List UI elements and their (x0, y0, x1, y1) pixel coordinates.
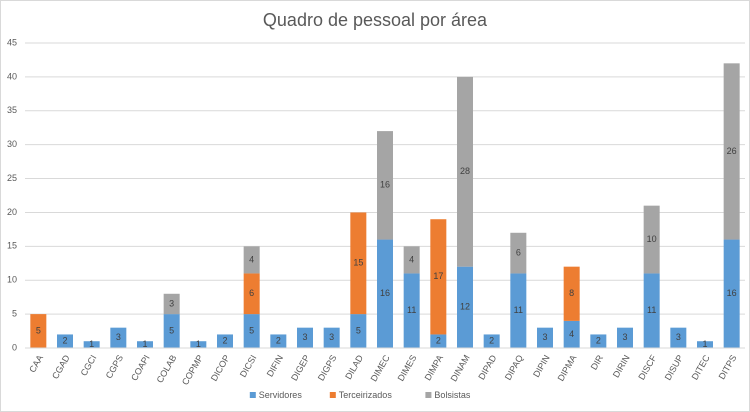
data-label: 3 (302, 332, 307, 342)
bar-segment (670, 327, 687, 348)
bar-segment (537, 327, 553, 348)
legend-swatch (329, 392, 336, 398)
bar-segment (643, 205, 660, 274)
data-label: 16 (380, 288, 390, 298)
bar-segment (110, 327, 127, 348)
bar-segment (643, 273, 660, 348)
data-label: 6 (516, 247, 521, 257)
bar-segment (430, 219, 447, 335)
bar-segment (57, 334, 73, 348)
data-label: 3 (116, 332, 121, 342)
bar-segment (377, 239, 393, 348)
data-label: 15 (353, 258, 363, 268)
data-label: 17 (433, 271, 443, 281)
y-tick-label: 5 (12, 308, 17, 318)
data-label: 5 (169, 325, 174, 335)
data-label: 3 (169, 298, 174, 308)
bar-segment (510, 232, 527, 274)
bar-segment (83, 341, 100, 348)
data-label: 1 (142, 339, 147, 349)
data-label: 12 (460, 302, 470, 312)
y-tick-label: 35 (7, 105, 17, 115)
data-label: 11 (407, 305, 416, 315)
data-label: 4 (249, 254, 254, 264)
data-label: 16 (727, 288, 737, 298)
bar-segment (323, 327, 340, 348)
data-label: 4 (569, 329, 574, 339)
bar-segment (430, 334, 447, 348)
y-tick-label: 20 (7, 207, 17, 217)
bar-segment (617, 327, 633, 348)
y-tick-label: 0 (12, 342, 17, 352)
y-tick-label: 40 (7, 71, 17, 81)
bar-segment (350, 212, 367, 315)
data-label: 10 (647, 234, 657, 244)
data-label: 6 (249, 288, 254, 298)
data-label: 2 (222, 336, 227, 346)
bar-segment (457, 266, 473, 348)
data-label: 2 (436, 336, 441, 346)
y-tick-label: 15 (7, 241, 17, 251)
legend-label: Bolsistas (434, 390, 471, 400)
legend-label: Terceirizados (339, 390, 393, 400)
data-label: 11 (514, 305, 523, 315)
data-label: 1 (89, 339, 94, 349)
legend-label: Servidores (259, 390, 303, 400)
bar-segment (590, 334, 607, 348)
bar-segment (723, 239, 740, 348)
bar-segment (270, 334, 287, 348)
data-label: 8 (569, 288, 574, 298)
chart-title: Quadro de pessoal por área (263, 10, 488, 30)
bar-segment (723, 63, 740, 240)
bar-segment (190, 341, 207, 348)
bar-segment (403, 273, 420, 348)
data-label: 5 (36, 325, 41, 335)
bar-segment (163, 314, 180, 348)
bar-segment (563, 320, 580, 348)
y-tick-label: 45 (7, 37, 17, 47)
data-label: 1 (702, 339, 707, 349)
y-tick-label: 30 (7, 139, 17, 149)
bar-segment (217, 334, 233, 348)
data-label: 2 (489, 336, 494, 346)
bar-segment (697, 341, 713, 348)
data-label: 26 (727, 146, 737, 156)
bar-segment (163, 293, 180, 315)
data-label: 16 (380, 180, 390, 190)
data-label: 2 (276, 336, 281, 346)
bar-segment (377, 131, 393, 240)
data-label: 5 (249, 325, 254, 335)
y-tick-label: 10 (7, 275, 17, 285)
bar-segment (350, 314, 367, 348)
bar-segment (30, 314, 47, 348)
data-label: 1 (196, 339, 201, 349)
bar-segment (137, 341, 153, 348)
bar-segment (483, 334, 500, 348)
bar-segment (243, 246, 260, 274)
data-label: 5 (356, 325, 361, 335)
legend-swatch (249, 392, 256, 398)
bar-segment (297, 327, 313, 348)
bar-segment (243, 314, 260, 348)
data-label: 2 (62, 336, 67, 346)
data-label: 11 (647, 305, 656, 315)
data-label: 3 (622, 332, 627, 342)
bar-segment (563, 266, 580, 321)
legend-swatch (425, 392, 432, 398)
data-label: 4 (409, 254, 414, 264)
data-label: 3 (329, 332, 334, 342)
data-label: 3 (542, 332, 547, 342)
data-label: 3 (676, 332, 681, 342)
data-label: 2 (596, 336, 601, 346)
bar-segment (243, 273, 260, 315)
bar-segment (457, 76, 473, 267)
data-label: 28 (460, 166, 470, 176)
y-tick-label: 25 (7, 173, 17, 183)
bar-segment (403, 246, 420, 274)
bar-segment (510, 273, 527, 348)
